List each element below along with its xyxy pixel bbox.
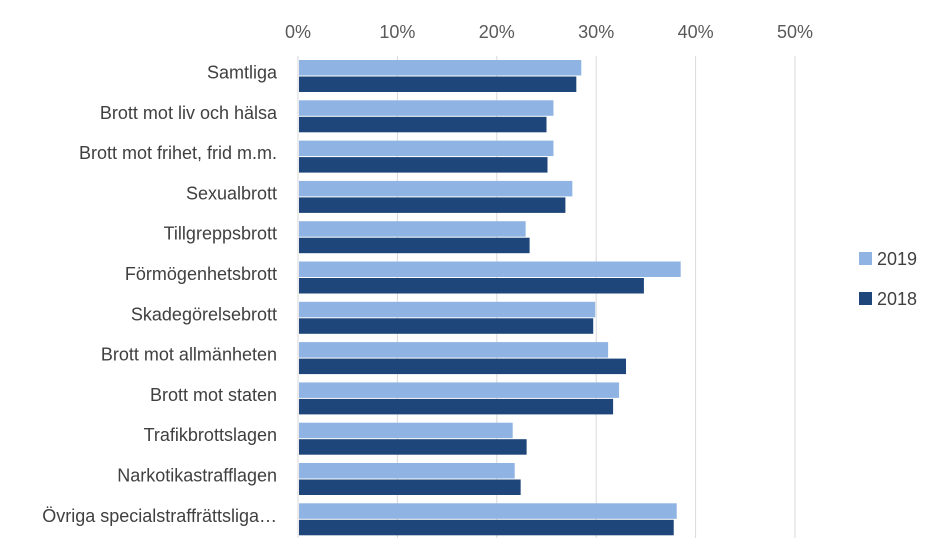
bar-2019 bbox=[299, 100, 554, 116]
bar-2018 bbox=[299, 479, 521, 495]
legend: 2019 2018 bbox=[859, 249, 917, 309]
bar-2019 bbox=[299, 261, 681, 277]
bar-2019 bbox=[299, 422, 513, 439]
bar-2019 bbox=[299, 60, 582, 76]
bars bbox=[299, 60, 681, 536]
x-axis-ticks: 0% 10% 20% 30% 40% 50% bbox=[285, 22, 813, 42]
x-tick-label: 20% bbox=[479, 22, 515, 42]
bar-2018 bbox=[299, 116, 547, 133]
x-tick-label: 10% bbox=[379, 22, 415, 42]
bar-2019 bbox=[299, 221, 526, 237]
category-labels: Samtliga Brott mot liv och hälsa Brott mot… bbox=[42, 63, 278, 526]
bar-2018 bbox=[299, 157, 548, 173]
category-label: Brott mot staten bbox=[150, 385, 277, 405]
category-label: Brott mot frihet, frid m.m. bbox=[79, 143, 277, 163]
bar-2018 bbox=[299, 398, 614, 415]
bar-2018 bbox=[299, 76, 577, 92]
category-label: Brott mot allmänheten bbox=[101, 345, 277, 365]
bar-2019 bbox=[299, 301, 596, 318]
category-label: Sexualbrott bbox=[186, 183, 277, 203]
legend-swatch bbox=[859, 252, 872, 265]
category-label: Förmögenhetsbrott bbox=[125, 264, 277, 284]
category-label: Skadegörelsebrott bbox=[131, 304, 277, 324]
bar-2019 bbox=[299, 463, 515, 479]
category-label: Brott mot liv och hälsa bbox=[100, 103, 278, 123]
bar-2018 bbox=[299, 197, 566, 213]
bar-2019 bbox=[299, 503, 677, 519]
category-label: Tillgreppsbrott bbox=[164, 224, 277, 244]
x-tick-label: 50% bbox=[777, 22, 813, 42]
legend-swatch bbox=[859, 292, 872, 305]
gridlines bbox=[396, 56, 796, 538]
category-label: Övriga specialstraffrättsliga… bbox=[42, 506, 277, 526]
x-tick-label: 0% bbox=[285, 22, 311, 42]
bar-2018 bbox=[299, 519, 674, 536]
bar-2018 bbox=[299, 358, 627, 375]
legend-label: 2018 bbox=[877, 289, 917, 309]
bar-2019 bbox=[299, 140, 554, 157]
category-label: Trafikbrottslagen bbox=[144, 425, 277, 445]
category-label: Samtliga bbox=[207, 63, 278, 83]
bar-2018 bbox=[299, 237, 530, 254]
bar-2019 bbox=[299, 342, 609, 358]
x-tick-label: 40% bbox=[678, 22, 714, 42]
bar-2019 bbox=[299, 180, 573, 197]
x-tick-label: 30% bbox=[578, 22, 614, 42]
legend-label: 2019 bbox=[877, 249, 917, 269]
bar-2018 bbox=[299, 318, 594, 334]
bar-2019 bbox=[299, 382, 620, 398]
bar-2018 bbox=[299, 278, 644, 294]
category-label: Narkotikastrafflagen bbox=[117, 466, 277, 486]
bar-2018 bbox=[299, 439, 527, 455]
